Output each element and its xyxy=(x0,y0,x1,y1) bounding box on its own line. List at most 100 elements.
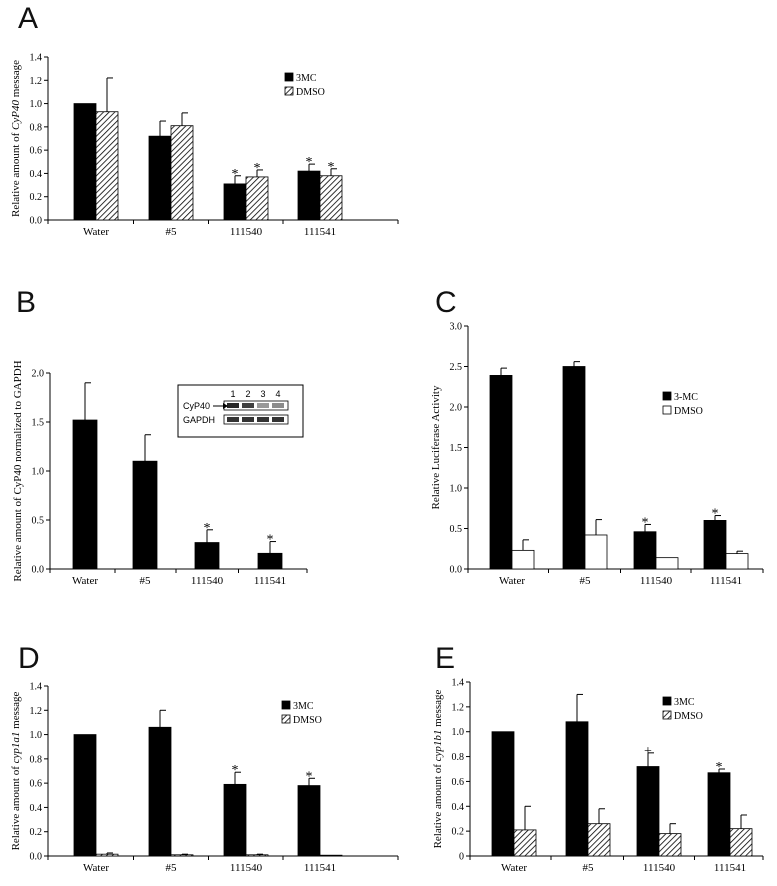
bar xyxy=(565,721,589,857)
bar xyxy=(95,853,119,857)
y-axis-label-gene: CyP40 xyxy=(10,100,22,130)
x-tick-label: #5 xyxy=(583,862,595,874)
bar xyxy=(132,460,158,570)
x-tick-label: #5 xyxy=(166,226,178,238)
x-tick-label: 111541 xyxy=(304,226,336,238)
bar xyxy=(73,103,97,221)
x-tick-label: 111540 xyxy=(640,575,673,587)
legend-swatch xyxy=(662,696,672,706)
y-tick-label: 1.0 xyxy=(452,727,465,738)
bar xyxy=(148,135,172,221)
chart-panel-D: D 0.0 0.2 0.4 0.6 0.8 1.0 1.2 1.4 Relative amount… xyxy=(10,642,399,874)
blot-band xyxy=(242,417,254,422)
legend-swatch xyxy=(281,714,291,724)
blot-band xyxy=(227,403,239,408)
bar xyxy=(72,419,98,570)
bar xyxy=(707,772,731,857)
y-axis-label-gene: cyp1a1 xyxy=(10,732,22,764)
blot-band xyxy=(272,417,284,422)
blot-band xyxy=(227,417,239,422)
y-tick-label: 1.4 xyxy=(452,678,465,689)
legend-label: DMSO xyxy=(674,711,703,722)
blot-row-label: CyP40 xyxy=(183,401,210,411)
bar xyxy=(148,726,172,857)
x-tick-label: 111541 xyxy=(304,862,336,874)
bar xyxy=(170,854,194,857)
y-tick-label: 0.2 xyxy=(452,827,465,838)
y-tick-label: 0 xyxy=(459,852,464,863)
x-tick-label: 111540 xyxy=(230,862,263,874)
bar xyxy=(658,833,682,857)
y-tick-label: 1.0 xyxy=(30,730,43,741)
bar xyxy=(73,734,97,857)
legend-swatch xyxy=(662,405,672,415)
y-axis-label: Relative Luciferase Activity xyxy=(430,385,442,510)
bar xyxy=(223,183,247,221)
y-tick-label: 2.5 xyxy=(450,362,463,373)
y-tick-label: 0.4 xyxy=(30,169,43,180)
lane-number: 4 xyxy=(275,389,280,399)
lane-number: 2 xyxy=(245,389,250,399)
significance-marker: * xyxy=(642,515,649,530)
bar xyxy=(655,557,679,570)
legend-label: 3MC xyxy=(293,701,314,712)
significance-marker: * xyxy=(716,760,723,775)
bar xyxy=(257,552,283,570)
significance-marker: * xyxy=(267,533,274,548)
panel-letter: E xyxy=(435,642,455,675)
x-tick-label: Water xyxy=(83,226,109,238)
x-tick-label: Water xyxy=(499,575,525,587)
y-tick-label: 1.0 xyxy=(32,467,45,478)
y-tick-label: 0.6 xyxy=(452,777,465,788)
y-tick-label: 3.0 xyxy=(450,322,463,333)
x-tick-label: Water xyxy=(83,862,109,874)
y-axis-label-prefix: Relative amount of xyxy=(10,130,22,217)
x-tick-label: #5 xyxy=(140,575,152,587)
x-tick-label: 111541 xyxy=(710,575,742,587)
significance-marker: * xyxy=(328,160,335,175)
y-tick-label: 0.6 xyxy=(30,779,43,790)
y-axis-label-gene: cyp1b1 xyxy=(432,730,444,762)
bar xyxy=(489,375,513,570)
panel-letter: A xyxy=(18,2,38,35)
arrow-head-icon xyxy=(223,403,228,409)
panel-letter: B xyxy=(16,286,36,319)
bar xyxy=(729,828,753,857)
legend-swatch xyxy=(662,391,672,401)
chart-panel-B: B 0.0 0.5 1.0 1.5 2.0 Relative amount of CyP40… xyxy=(12,286,308,587)
significance-marker: * xyxy=(232,763,239,778)
significance-marker: * xyxy=(712,507,719,522)
blot-band xyxy=(272,403,284,408)
bar xyxy=(95,111,119,221)
bar xyxy=(725,553,749,570)
blot-band xyxy=(257,403,269,408)
chart-panel-C: C 0.0 0.5 1.0 1.5 2.0 2.5 3.0 Relative Luciferas… xyxy=(430,286,764,587)
x-tick-label: #5 xyxy=(166,862,178,874)
bar xyxy=(223,783,247,857)
y-tick-label: 0.6 xyxy=(30,146,43,157)
y-tick-label: 0.5 xyxy=(450,524,463,535)
legend-label: DMSO xyxy=(674,406,703,417)
y-axis-label-prefix: Relative amount of xyxy=(10,763,22,850)
y-tick-label: 1.5 xyxy=(450,443,463,454)
chart-panel-E: E 0 0.2 0.4 0.6 0.8 1.0 1.2 1.4 Relative amount o… xyxy=(432,642,764,874)
legend-swatch xyxy=(662,710,672,720)
bar xyxy=(511,549,535,570)
y-tick-label: 0.0 xyxy=(32,565,45,576)
blot-band xyxy=(242,403,254,408)
y-tick-label: 0.8 xyxy=(30,122,43,133)
y-tick-label: 1.2 xyxy=(30,706,43,717)
bar xyxy=(245,176,269,221)
significance-marker: * xyxy=(204,521,211,536)
y-tick-label: 0.8 xyxy=(30,754,43,765)
significance-marker: * xyxy=(232,167,239,182)
bar xyxy=(245,854,269,857)
bar xyxy=(587,823,611,857)
bar xyxy=(297,785,321,857)
panel-letter: C xyxy=(435,286,457,319)
x-tick-label: 111540 xyxy=(643,862,676,874)
y-tick-label: 1.0 xyxy=(30,99,43,110)
y-tick-label: 0.0 xyxy=(30,216,43,227)
bar xyxy=(636,766,660,857)
